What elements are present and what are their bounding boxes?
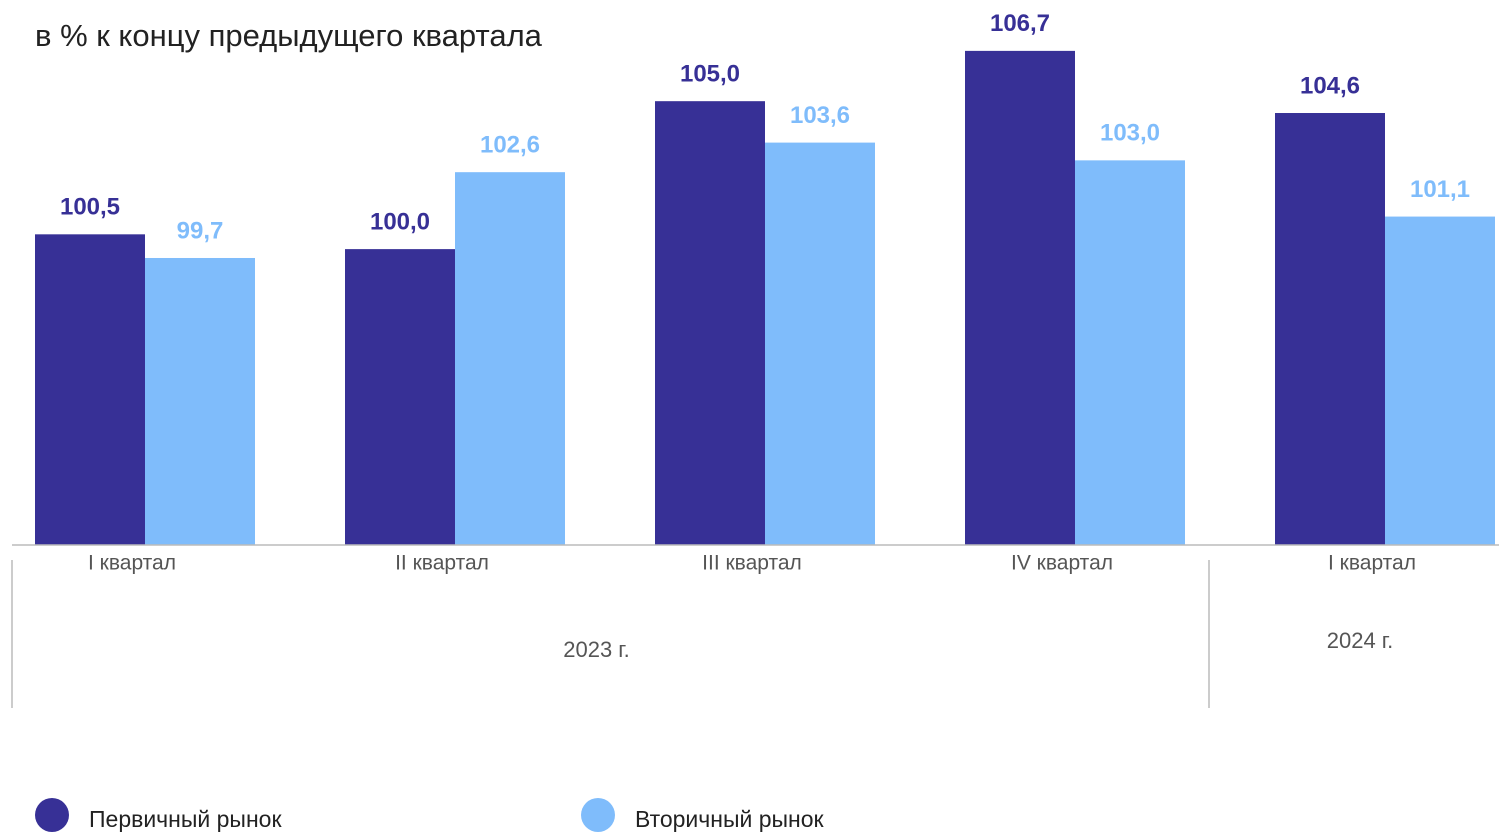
data-label: 103,0 [1100, 120, 1160, 147]
group-label: 2024 г. [1327, 628, 1394, 653]
bar [455, 172, 565, 545]
bar [1385, 216, 1495, 545]
data-label: 100,5 [60, 194, 120, 221]
data-label: 103,6 [790, 102, 850, 129]
data-label: 102,6 [480, 132, 540, 159]
bar [1275, 113, 1385, 545]
x-tick-label: III квартал [702, 552, 802, 575]
bar [345, 249, 455, 545]
bar [145, 257, 255, 545]
group-label: 2023 г. [563, 637, 630, 662]
data-label: 99,7 [177, 217, 224, 244]
bar [965, 50, 1075, 546]
data-label: 106,7 [990, 10, 1050, 37]
data-label: 100,0 [370, 208, 430, 235]
x-tick-label: I квартал [1328, 552, 1416, 575]
x-tick-label: I квартал [88, 552, 176, 575]
x-tick-label: IV квартал [1011, 552, 1113, 575]
bar [655, 101, 765, 546]
bar [1075, 160, 1185, 545]
bar [35, 234, 145, 545]
data-label: 105,0 [680, 61, 740, 88]
data-label: 104,6 [1300, 72, 1360, 99]
x-tick-label: II квартал [395, 552, 489, 575]
legend-marker [35, 798, 69, 832]
data-label: 101,1 [1410, 176, 1470, 203]
bar [765, 142, 875, 545]
legend-label: Вторичный рынок [635, 806, 825, 832]
legend-marker [581, 798, 615, 832]
chart-title: в % к концу предыдущего квартала [35, 18, 543, 53]
legend-label: Первичный рынок [89, 806, 282, 832]
